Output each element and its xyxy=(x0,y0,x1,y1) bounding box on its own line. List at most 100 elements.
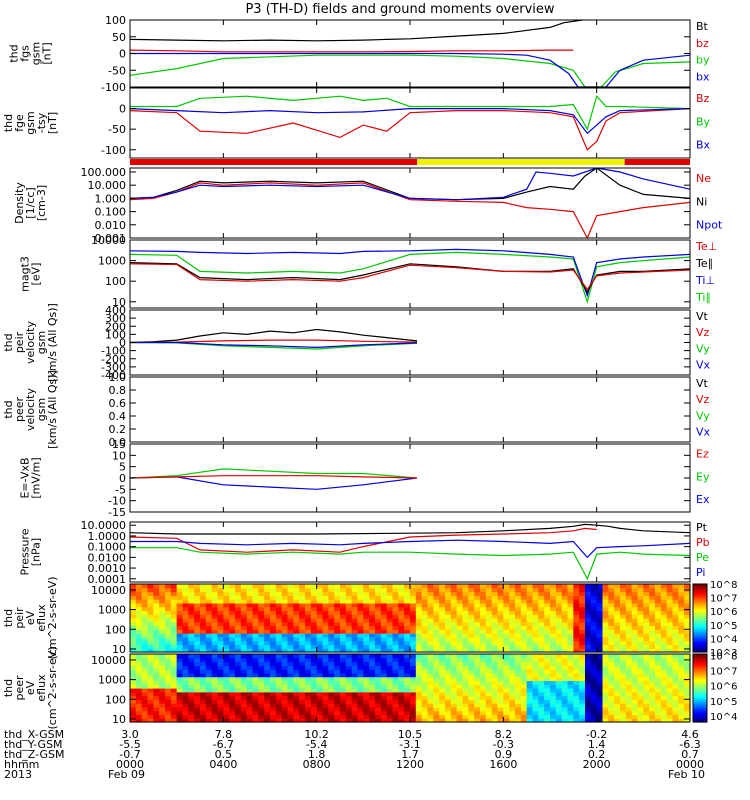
spectrogram-cell xyxy=(299,684,306,689)
series-Ne-line xyxy=(129,182,691,240)
spectrogram-cell xyxy=(684,691,691,697)
spectrogram-cell xyxy=(258,595,265,600)
spectrogram-cell xyxy=(614,606,621,612)
spectrogram-cell xyxy=(608,640,615,646)
spectrogram-cell xyxy=(515,614,522,619)
spectrogram-cell xyxy=(503,680,510,685)
spectrogram-cell xyxy=(270,625,277,630)
spectrogram-cell xyxy=(415,691,423,697)
spectrogram-cell xyxy=(305,654,312,659)
spectrogram-cell xyxy=(386,688,394,693)
spectrogram-cell xyxy=(275,618,283,623)
spectrogram-cell xyxy=(532,599,539,604)
spectrogram-cell xyxy=(299,648,306,653)
colorbar-segment xyxy=(693,663,707,666)
spectrogram-cell xyxy=(170,633,178,638)
spectrogram-cell xyxy=(176,587,184,593)
spectrogram-cell xyxy=(468,587,475,593)
spectrogram-cell xyxy=(351,672,359,678)
spectrogram-cell xyxy=(561,706,569,712)
spectrogram-cell xyxy=(602,621,609,627)
spectrogram-cell xyxy=(672,644,679,649)
spectrogram-cell xyxy=(468,606,475,612)
spectrogram-cell xyxy=(357,669,364,674)
y-tick-label: 10000 xyxy=(91,654,126,667)
spectrogram-cell xyxy=(462,636,469,642)
spectrogram-cell xyxy=(410,595,417,600)
spectrogram-cell xyxy=(200,695,207,700)
spectrogram-cell xyxy=(678,706,685,712)
spectrogram-cell xyxy=(491,661,499,666)
spectrogram-cell xyxy=(410,648,417,653)
spectrogram-cell xyxy=(170,640,178,646)
spectrogram-cell xyxy=(608,718,615,723)
spectrogram-cell xyxy=(159,644,166,649)
spectrogram-cell xyxy=(526,676,534,682)
spectrogram-cell xyxy=(643,595,650,600)
spectrogram-cell xyxy=(678,614,685,619)
spectrogram-cell xyxy=(252,688,259,693)
spectrogram-cell xyxy=(503,676,510,682)
spectrogram-cell xyxy=(240,614,248,619)
spectrogram-cell xyxy=(614,691,621,697)
x-axis-value-label: 8.2 xyxy=(495,728,513,741)
spectrogram-cell xyxy=(205,706,213,712)
spectrogram-cell xyxy=(299,618,306,623)
spectrogram-cell xyxy=(217,640,224,646)
spectrogram-cell xyxy=(322,661,329,666)
spectrogram-cell xyxy=(275,695,283,700)
spectrogram-cell xyxy=(450,584,458,589)
spectrogram-cell xyxy=(223,714,230,719)
spectrogram-cell xyxy=(445,710,452,716)
spectrogram-cell xyxy=(205,629,213,634)
spectrogram-cell xyxy=(316,584,324,589)
spectrogram-cell xyxy=(474,625,481,630)
spectrogram-cell xyxy=(404,625,411,630)
spectrogram-cell xyxy=(538,618,545,623)
spectrogram-cell xyxy=(515,669,522,674)
spectrogram-cell xyxy=(660,672,668,678)
spectrogram-cell xyxy=(567,714,574,719)
spectrogram-cell xyxy=(614,706,621,712)
spectrogram-cell xyxy=(585,640,592,646)
spectrogram-cell xyxy=(631,710,639,716)
y-axis-label-line: gsm xyxy=(35,398,48,421)
spectrogram-cell xyxy=(509,629,516,634)
spectrogram-cell xyxy=(585,691,592,697)
spectrogram-cell xyxy=(147,706,154,712)
spectrogram-cell xyxy=(643,688,650,693)
spectrogram-cell xyxy=(258,584,265,589)
spectrogram-cell xyxy=(205,676,213,682)
spectrogram-cell xyxy=(147,595,154,600)
spectrogram-cell xyxy=(240,584,248,589)
spectrogram-cell xyxy=(299,633,306,638)
spectrogram-cell xyxy=(474,633,481,638)
spectrogram-cell xyxy=(281,584,289,589)
spectrogram-cell xyxy=(590,644,598,649)
spectrogram-cell xyxy=(188,610,195,615)
spectrogram-cell xyxy=(176,636,184,642)
spectrogram-cell xyxy=(386,610,394,615)
spectrogram-cell xyxy=(252,584,259,589)
spectrogram-cell xyxy=(351,614,359,619)
spectrogram-cell xyxy=(480,703,487,708)
spectrogram-cell xyxy=(299,703,306,708)
spectrogram-cell xyxy=(363,584,370,589)
spectrogram-cell xyxy=(620,706,627,712)
spectrogram-cell xyxy=(684,595,691,600)
spectrogram-cell xyxy=(141,654,149,659)
spectrogram-cell xyxy=(678,676,685,682)
spectrogram-cell xyxy=(678,710,685,716)
spectrogram-cell xyxy=(165,610,172,615)
spectrogram-cell xyxy=(660,665,668,670)
spectrogram-cell xyxy=(625,625,633,630)
spectrogram-cell xyxy=(655,654,662,659)
spectrogram-cell xyxy=(322,648,329,653)
spectrogram-cell xyxy=(200,644,207,649)
spectrogram-cell xyxy=(147,606,154,612)
spectrogram-cell xyxy=(427,676,434,682)
spectrogram-cell xyxy=(503,587,510,593)
spectrogram-cell xyxy=(532,618,539,623)
spectrogram-cell xyxy=(573,636,580,642)
